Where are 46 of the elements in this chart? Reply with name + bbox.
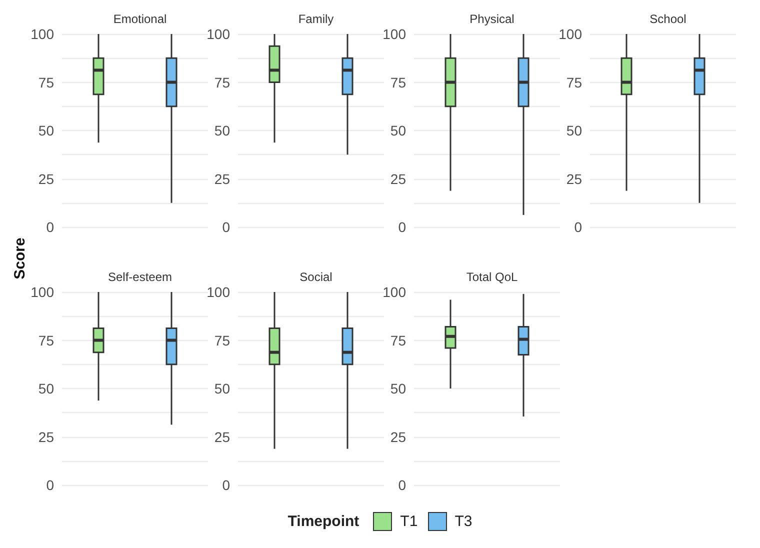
chart-title: Self-esteem <box>108 270 172 284</box>
y-tick-label: 50 <box>214 380 230 396</box>
y-tick-label: 25 <box>214 428 230 445</box>
y-tick-label: 50 <box>390 122 406 138</box>
y-tick-label: 75 <box>214 332 230 348</box>
y-tick-label: 50 <box>390 380 406 396</box>
y-tick-label: 50 <box>566 122 582 138</box>
y-tick-label: 75 <box>38 74 54 90</box>
legend-label: T1 <box>400 513 418 530</box>
chart-title: Social <box>300 270 332 284</box>
y-tick-label: 75 <box>38 332 54 348</box>
legend-label: T3 <box>454 513 472 530</box>
y-tick-label: 25 <box>38 170 54 187</box>
y-tick-label: 25 <box>38 428 54 445</box>
chart-title: School <box>650 12 686 26</box>
y-tick-label: 75 <box>390 74 406 90</box>
chart-title: Family <box>298 12 334 26</box>
y-tick-label: 100 <box>30 26 54 42</box>
y-tick-label: 0 <box>398 477 406 493</box>
chart-title: Emotional <box>113 12 167 26</box>
y-tick-label: 0 <box>46 219 54 235</box>
legend-title: Timepoint <box>288 513 360 530</box>
y-tick-label: 25 <box>390 170 406 187</box>
y-tick-label: 25 <box>390 428 406 445</box>
y-tick-label: 100 <box>206 26 230 42</box>
y-tick-label: 0 <box>398 219 406 235</box>
y-tick-label: 75 <box>214 74 230 90</box>
y-tick-label: 100 <box>30 284 54 300</box>
y-tick-label: 100 <box>206 284 230 300</box>
y-tick-label: 100 <box>382 284 406 300</box>
y-tick-label: 100 <box>382 26 406 42</box>
y-tick-label: 0 <box>574 219 582 235</box>
y-tick-label: 0 <box>46 477 54 493</box>
chart-title: Physical <box>470 12 514 26</box>
y-tick-label: 0 <box>222 477 230 493</box>
y-tick-label: 50 <box>38 380 54 396</box>
y-axis-title: Score <box>12 236 28 282</box>
y-tick-label: 75 <box>390 332 406 348</box>
y-tick-label: 50 <box>214 122 230 138</box>
y-tick-label: 25 <box>214 170 230 187</box>
y-tick-label: 75 <box>566 74 582 90</box>
y-tick-label: 0 <box>222 219 230 235</box>
y-tick-label: 50 <box>38 122 54 138</box>
y-tick-label: 100 <box>558 26 582 42</box>
chart-title: Total QoL <box>466 270 518 284</box>
y-tick-label: 25 <box>566 170 582 187</box>
